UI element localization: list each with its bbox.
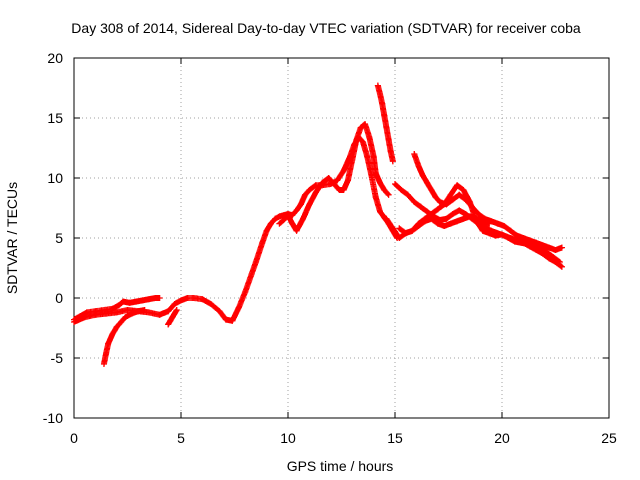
y-tick-label: 5 — [55, 230, 63, 246]
x-axis-label: GPS time / hours — [287, 458, 394, 474]
x-tick-label: 0 — [70, 430, 78, 446]
x-tick-label: 15 — [387, 430, 403, 446]
chart: 0 5 10 15 20 25 -10 -5 0 5 10 15 20 Day 308 of 2014… — [0, 0, 640, 480]
y-tick-label: 10 — [47, 170, 63, 186]
y-tick-label: 0 — [55, 290, 63, 306]
y-tick-label: 15 — [47, 110, 63, 126]
chart-svg: 0 5 10 15 20 25 -10 -5 0 5 10 15 20 Day 308 of 2014… — [0, 0, 640, 480]
x-tick-label: 20 — [494, 430, 510, 446]
y-tick-label: -5 — [51, 350, 64, 366]
y-tick-label: 20 — [47, 50, 63, 66]
x-tick-label: 5 — [177, 430, 185, 446]
x-tick-label: 25 — [601, 430, 617, 446]
x-tick-label: 10 — [280, 430, 296, 446]
y-axis-label: SDTVAR / TECUs — [4, 182, 20, 294]
y-tick-label: -10 — [43, 410, 63, 426]
chart-background — [0, 0, 640, 480]
chart-title: Day 308 of 2014, Sidereal Day-to-day VTE… — [71, 20, 581, 36]
